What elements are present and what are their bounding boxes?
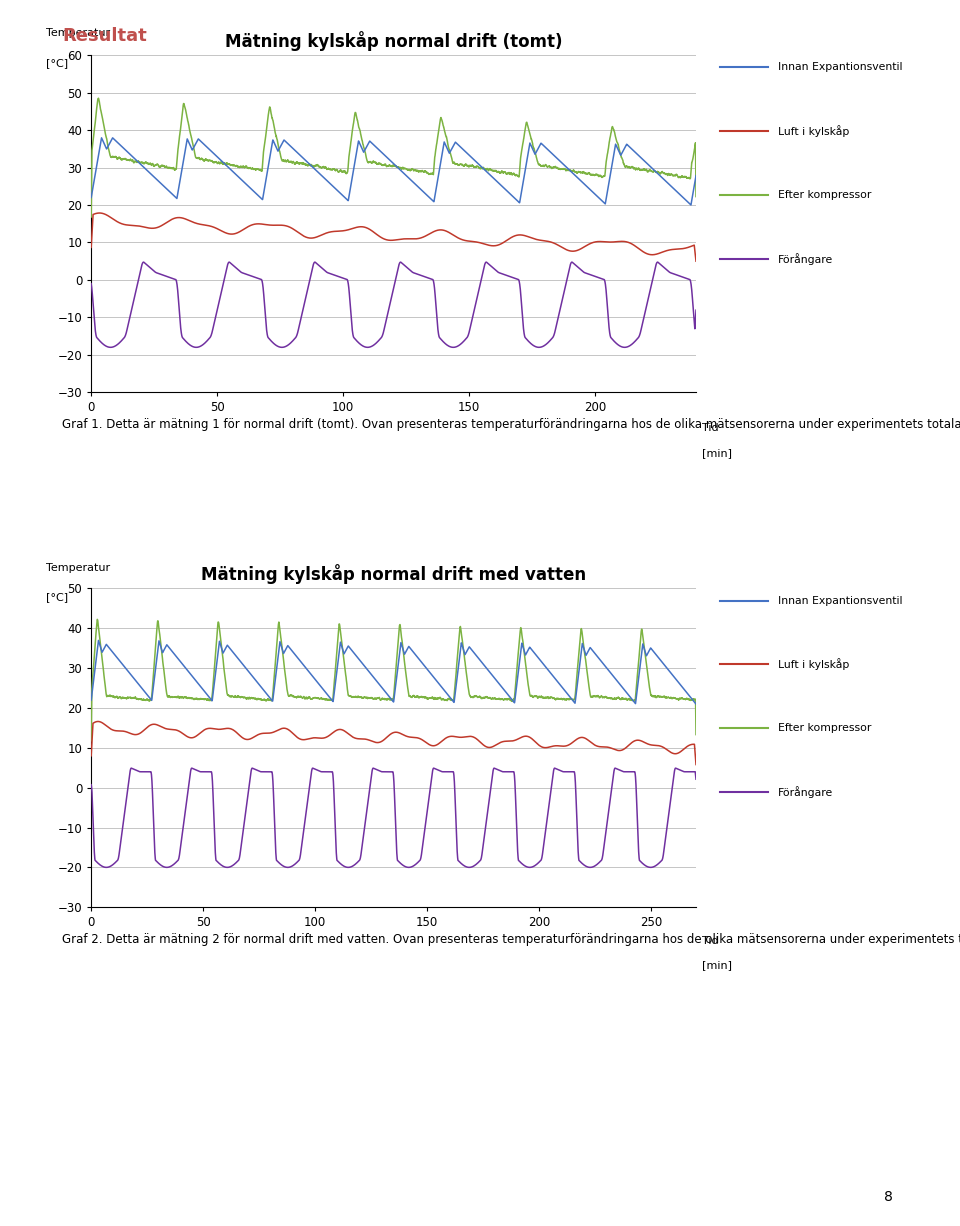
- Text: Förångare: Förångare: [778, 253, 833, 265]
- Text: Tid: Tid: [702, 935, 719, 946]
- Text: Förångare: Förångare: [778, 786, 833, 798]
- Text: Luft i kylskåp: Luft i kylskåp: [778, 125, 849, 137]
- Text: Temperatur: Temperatur: [46, 563, 110, 573]
- Text: [min]: [min]: [702, 447, 732, 459]
- Text: [°C]: [°C]: [46, 59, 68, 69]
- Text: Luft i kylskåp: Luft i kylskåp: [778, 658, 849, 671]
- Text: Temperatur: Temperatur: [46, 28, 110, 38]
- Text: [°C]: [°C]: [46, 592, 68, 602]
- Text: Tid: Tid: [702, 423, 719, 433]
- Text: [min]: [min]: [702, 960, 732, 970]
- Text: Innan Expantionsventil: Innan Expantionsventil: [778, 596, 902, 606]
- Text: 8: 8: [884, 1190, 893, 1204]
- Title: Mätning kylskåp normal drift med vatten: Mätning kylskåp normal drift med vatten: [201, 564, 587, 584]
- Text: Innan Expantionsventil: Innan Expantionsventil: [778, 63, 902, 72]
- Text: Efter kompressor: Efter kompressor: [778, 723, 871, 733]
- Text: Resultat: Resultat: [62, 27, 147, 45]
- Text: Graf 2. Detta är mätning 2 för normal drift med vatten. Ovan presenteras tempera: Graf 2. Detta är mätning 2 för normal dr…: [62, 932, 960, 945]
- Title: Mätning kylskåp normal drift (tomt): Mätning kylskåp normal drift (tomt): [225, 31, 563, 50]
- Text: Graf 1. Detta är mätning 1 för normal drift (tomt). Ovan presenteras temperaturf: Graf 1. Detta är mätning 1 för normal dr…: [62, 417, 960, 430]
- Text: Efter kompressor: Efter kompressor: [778, 190, 871, 200]
